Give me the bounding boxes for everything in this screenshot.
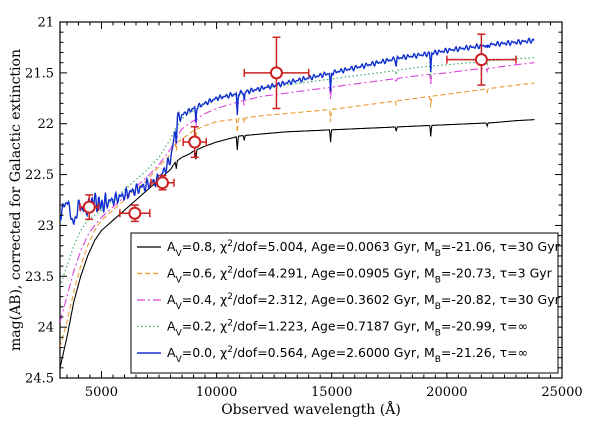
y-tick-label: 24.5 <box>25 372 54 387</box>
observation-point <box>79 194 100 221</box>
legend-box <box>130 232 559 374</box>
series-line-4 <box>60 37 535 225</box>
observation-point <box>446 33 517 86</box>
x-axis-ticks: 5000 10000 15000 20000 25000 <box>66 22 583 400</box>
data-marker <box>128 206 142 220</box>
legend-label: AV=0.0, χ2/dof=0.564, Age=2.6000 Gyr, MB… <box>167 345 528 365</box>
legend-label: AV=0.4, χ2/dof=2.312, Age=0.3602 Gyr, MB… <box>167 292 561 312</box>
data-marker <box>269 66 283 80</box>
legend-label: AV=0.2, χ2/dof=1.223, Age=0.7187 Gyr, MB… <box>167 319 528 339</box>
legend-label: AV=0.6, χ2/dof=4.291, Age=0.0905 Gyr, MB… <box>167 266 553 286</box>
legend-entry: AV=0.0, χ2/dof=0.564, Age=2.6000 Gyr, MB… <box>137 345 528 365</box>
y-tick-label: 24 <box>37 321 54 336</box>
y-tick-label: 21.5 <box>25 66 54 81</box>
observation-point <box>243 36 310 110</box>
series-line-1 <box>60 82 535 348</box>
x-tick-label: 20000 <box>426 385 467 400</box>
y-tick-label: 23 <box>37 219 54 234</box>
legend-label: AV=0.8, χ2/dof=5.004, Age=0.0063 Gyr, MB… <box>167 239 561 259</box>
y-tick-label: 23.5 <box>25 270 54 285</box>
x-tick-label: 15000 <box>311 385 352 400</box>
observations-layer <box>79 33 517 223</box>
y-axis-ticks: 21 21.5 22 22.5 23 23.5 24 24.5 <box>25 16 562 387</box>
y-tick-label: 22 <box>37 117 54 132</box>
x-tick-label: 5000 <box>85 385 118 400</box>
x-axis-title: Observed wavelength (Å) <box>221 400 401 418</box>
legend-entry: AV=0.8, χ2/dof=5.004, Age=0.0063 Gyr, MB… <box>137 239 561 259</box>
series-layer <box>60 37 535 368</box>
legend: AV=0.8, χ2/dof=5.004, Age=0.0063 Gyr, MB… <box>130 232 561 374</box>
y-tick-label: 21 <box>37 16 54 31</box>
plot-area: 5000 10000 15000 20000 25000 2121.52222.5232… <box>25 16 583 401</box>
data-marker <box>474 53 488 67</box>
legend-entry: AV=0.2, χ2/dof=1.223, Age=0.7187 Gyr, MB… <box>137 319 528 339</box>
y-axis-title: mag(AB), corrected for Galactic extincti… <box>8 49 24 351</box>
series-line-0 <box>60 119 535 368</box>
data-marker <box>82 200 96 214</box>
y-tick-label: 22.5 <box>25 168 54 183</box>
legend-entry: AV=0.4, χ2/dof=2.312, Age=0.3602 Gyr, MB… <box>137 292 561 312</box>
x-tick-label: 25000 <box>541 385 582 400</box>
plot-frame <box>59 21 563 379</box>
series-line-2 <box>60 62 535 323</box>
observation-point <box>150 174 175 191</box>
observation-point <box>119 204 151 223</box>
legend-entry: AV=0.6, χ2/dof=4.291, Age=0.0905 Gyr, MB… <box>137 266 553 286</box>
data-marker <box>188 135 202 149</box>
observation-point <box>182 126 207 159</box>
data-marker <box>155 176 169 190</box>
x-tick-label: 10000 <box>196 385 237 400</box>
